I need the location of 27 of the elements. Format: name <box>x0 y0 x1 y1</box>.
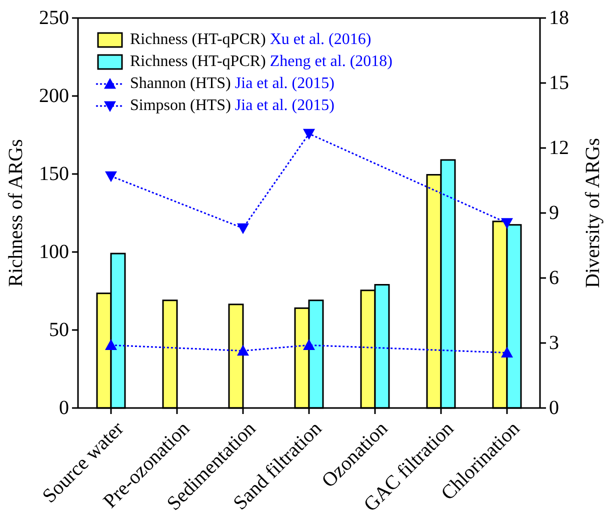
y-tick-label: 150 <box>39 163 69 185</box>
point <box>501 346 513 358</box>
point <box>501 218 513 229</box>
point <box>105 171 117 182</box>
y2-tick-label: 15 <box>549 72 569 94</box>
point <box>303 128 315 140</box>
point <box>237 344 249 356</box>
y-tick-label: 50 <box>49 319 69 341</box>
y2-axis-title: Diversity of ARGs <box>582 138 604 288</box>
y2-tick-label: 12 <box>549 137 569 159</box>
y2-tick-label: 3 <box>549 332 559 354</box>
y-tick-label: 100 <box>39 241 69 263</box>
y2-tick-label: 0 <box>549 397 559 419</box>
y-tick-label: 250 <box>39 7 69 29</box>
y-tick-label: 0 <box>59 397 69 419</box>
point <box>105 339 117 350</box>
y-tick-label: 200 <box>39 85 69 107</box>
point <box>237 223 249 234</box>
point <box>303 339 315 350</box>
y2-tick-label: 6 <box>549 267 559 289</box>
legend-label: Richness (HT-qPCR) Zheng et al. (2018) <box>130 52 392 70</box>
y-axis-title: Richness of ARGs <box>5 138 27 287</box>
y2-tick-label: 18 <box>549 7 569 29</box>
legend-label: Richness (HT-qPCR) Xu et al. (2016) <box>130 30 372 48</box>
y2-tick-label: 9 <box>549 202 559 224</box>
legend-label: Shannon (HTS) Jia et al. (2015) <box>130 74 334 92</box>
legend-label: Simpson (HTS) Jia et al. (2015) <box>130 96 334 114</box>
